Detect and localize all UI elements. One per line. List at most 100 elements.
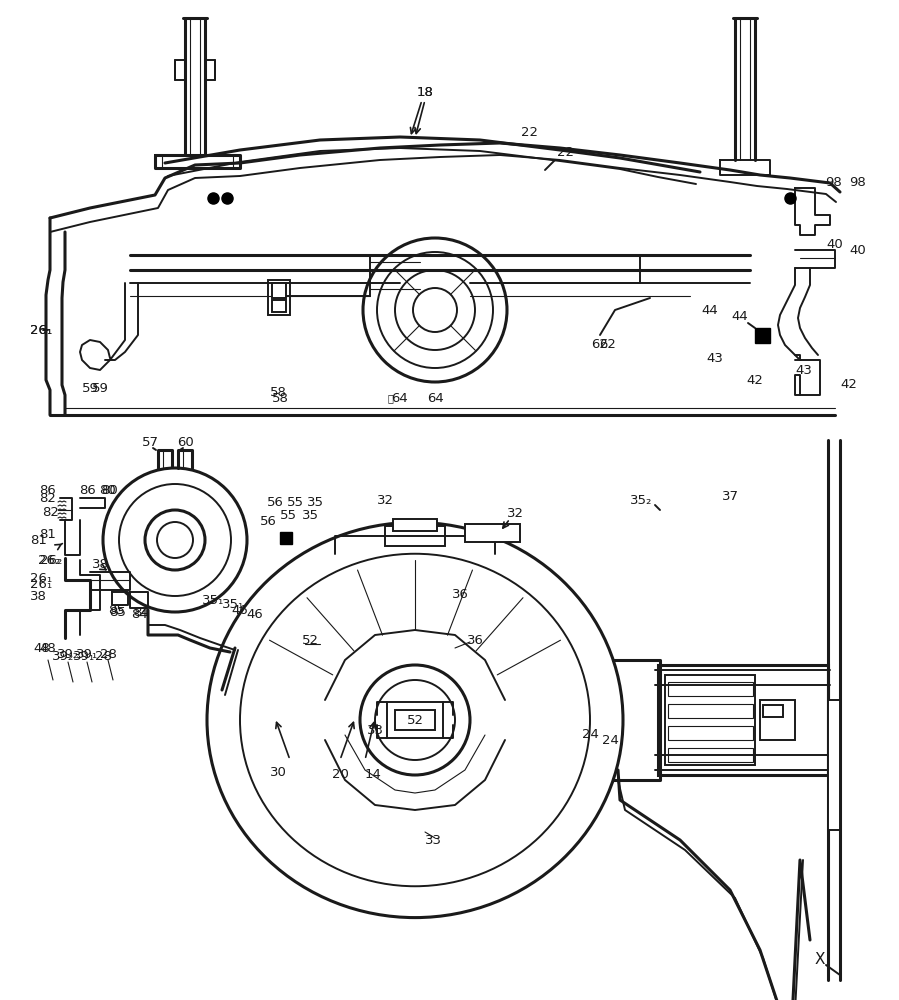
Text: 22: 22 [521, 125, 539, 138]
Text: 35₁: 35₁ [202, 593, 224, 606]
Text: 81: 81 [30, 534, 47, 546]
Text: 82: 82 [40, 491, 57, 504]
Bar [20, 10, 875, 425]
Text: 46: 46 [246, 608, 263, 621]
Text: 32: 32 [506, 507, 523, 520]
Bar [668, 704, 753, 718]
Bar [763, 705, 783, 717]
Text: 59: 59 [82, 381, 98, 394]
Text: 82: 82 [42, 506, 58, 518]
Bar [668, 726, 753, 740]
Text: 35₁: 35₁ [222, 598, 245, 611]
Text: 33: 33 [425, 834, 442, 846]
Bar [268, 280, 290, 315]
Text: 38: 38 [92, 558, 109, 570]
Text: 26₂: 26₂ [38, 554, 60, 566]
Text: 39₁: 39₁ [76, 648, 98, 662]
Text: 56: 56 [267, 495, 283, 508]
Text: 37: 37 [722, 490, 738, 504]
Text: 48: 48 [40, 642, 57, 654]
Text: 28: 28 [94, 650, 111, 662]
Text: 98: 98 [849, 176, 866, 188]
Text: 26₁: 26₁ [30, 324, 52, 336]
Text: 30: 30 [270, 766, 287, 778]
Text: 26₁: 26₁ [30, 572, 52, 584]
Text: 24: 24 [601, 734, 619, 746]
Text: 36: 36 [467, 634, 484, 647]
Text: X: X [814, 952, 825, 968]
Text: 60: 60 [176, 436, 193, 450]
Text: 44: 44 [731, 310, 748, 322]
Bar [760, 700, 795, 740]
Text: 81: 81 [40, 528, 57, 542]
Text: 86: 86 [80, 484, 96, 496]
Text: 55: 55 [287, 495, 304, 508]
Bar [658, 665, 828, 775]
Bar [828, 700, 840, 830]
Text: 62: 62 [600, 338, 617, 352]
Text: 40: 40 [826, 237, 842, 250]
Text: 84: 84 [131, 607, 148, 620]
Bar [668, 682, 753, 696]
Text: 48: 48 [33, 642, 50, 654]
Text: 80: 80 [100, 484, 116, 496]
Text: 35: 35 [301, 509, 318, 522]
Bar [20, 435, 875, 985]
Text: 26₁: 26₁ [30, 578, 52, 591]
Text: 80: 80 [102, 484, 119, 496]
Text: 40: 40 [849, 243, 866, 256]
Text: 26₁: 26₁ [30, 324, 52, 336]
Text: 33: 33 [367, 724, 384, 736]
Bar [755, 328, 770, 343]
Text: 14: 14 [365, 768, 381, 782]
Bar [465, 524, 520, 542]
Text: 86: 86 [40, 484, 57, 496]
Text: 39₁: 39₁ [73, 650, 95, 662]
Bar [272, 283, 286, 298]
Text: 42: 42 [746, 373, 763, 386]
Text: 84: 84 [134, 605, 150, 618]
Text: 22: 22 [556, 146, 574, 159]
Text: 64: 64 [427, 391, 443, 404]
Text: 32: 32 [377, 493, 394, 506]
Text: 55: 55 [280, 509, 297, 522]
Text: 28: 28 [100, 648, 117, 662]
Text: 98: 98 [825, 176, 841, 188]
Text: 26₂: 26₂ [40, 554, 62, 566]
Text: 85: 85 [110, 605, 127, 618]
Text: 57: 57 [141, 436, 158, 450]
Bar [395, 710, 435, 730]
Bar [272, 300, 286, 312]
Text: 52: 52 [301, 634, 318, 647]
Text: 85: 85 [109, 603, 126, 616]
Bar [387, 702, 443, 738]
Text: 20: 20 [332, 768, 349, 782]
Text: 39₂: 39₂ [57, 648, 79, 662]
Text: 52: 52 [406, 714, 423, 726]
Text: 62: 62 [592, 338, 609, 352]
Text: 58: 58 [270, 385, 287, 398]
Text: ⌒: ⌒ [387, 393, 393, 403]
Text: 59: 59 [92, 381, 109, 394]
Bar [385, 526, 445, 546]
Text: 36: 36 [451, 588, 468, 601]
Text: 38: 38 [30, 589, 47, 602]
Text: 43: 43 [795, 363, 812, 376]
Text: 24: 24 [582, 728, 599, 742]
Bar [280, 532, 292, 544]
Text: 58: 58 [271, 391, 289, 404]
Text: 44: 44 [701, 304, 718, 316]
Bar [665, 675, 755, 765]
Text: 18: 18 [416, 86, 433, 99]
Text: 35₂: 35₂ [629, 493, 652, 506]
Text: 46: 46 [232, 604, 248, 617]
Text: 56: 56 [260, 515, 276, 528]
Text: 42: 42 [840, 378, 857, 391]
Text: 39₂: 39₂ [52, 650, 74, 662]
Text: 43: 43 [707, 352, 724, 364]
Text: 18: 18 [416, 86, 433, 99]
Ellipse shape [240, 554, 590, 886]
Bar [668, 748, 753, 762]
Text: 64: 64 [392, 391, 408, 404]
Bar [393, 519, 437, 531]
